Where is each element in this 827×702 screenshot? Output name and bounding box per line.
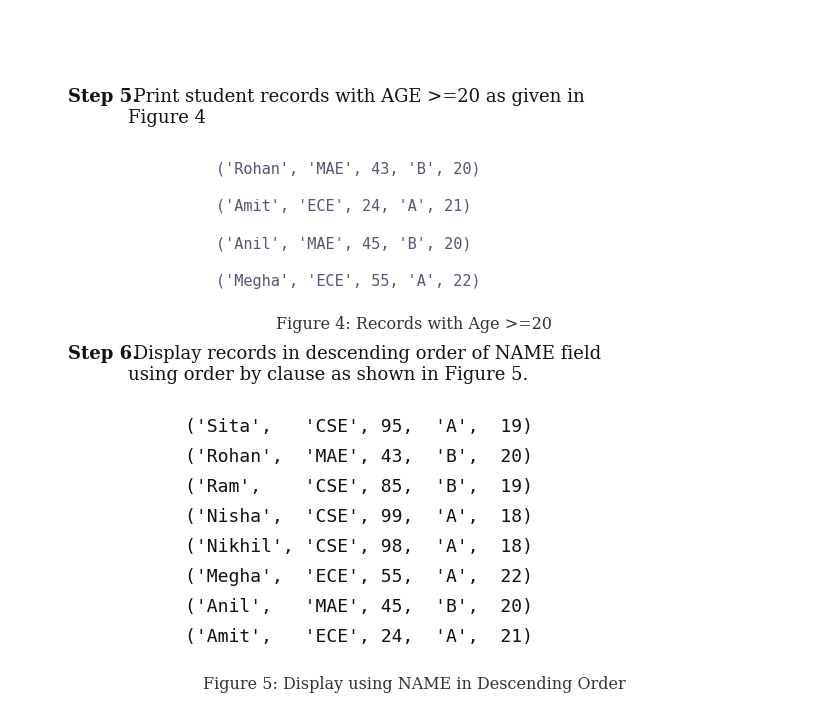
Text: Figure 4: Records with Age >=20: Figure 4: Records with Age >=20 — [275, 316, 552, 333]
Text: ('Nisha',  'CSE', 99,  'A',  18): ('Nisha', 'CSE', 99, 'A', 18) — [184, 508, 533, 526]
Text: Print student records with AGE >=20 as given in
Figure 4: Print student records with AGE >=20 as g… — [128, 88, 584, 127]
Text: ('Rohan', 'MAE', 43, 'B', 20): ('Rohan', 'MAE', 43, 'B', 20) — [216, 161, 480, 176]
Text: Step 6.: Step 6. — [68, 345, 138, 363]
Text: ('Anil', 'MAE', 45, 'B', 20): ('Anil', 'MAE', 45, 'B', 20) — [216, 237, 471, 251]
Text: Display records in descending order of NAME field
using order by clause as shown: Display records in descending order of N… — [128, 345, 600, 384]
Text: ('Megha', 'ECE', 55, 'A', 22): ('Megha', 'ECE', 55, 'A', 22) — [216, 274, 480, 289]
Text: ('Nikhil', 'CSE', 98,  'A',  18): ('Nikhil', 'CSE', 98, 'A', 18) — [184, 538, 533, 556]
Text: ('Rohan',  'MAE', 43,  'B',  20): ('Rohan', 'MAE', 43, 'B', 20) — [184, 448, 533, 466]
Text: ('Amit', 'ECE', 24, 'A', 21): ('Amit', 'ECE', 24, 'A', 21) — [216, 199, 471, 213]
Text: ('Amit',   'ECE', 24,  'A',  21): ('Amit', 'ECE', 24, 'A', 21) — [184, 628, 533, 646]
Text: Step 5.: Step 5. — [68, 88, 138, 106]
Text: ('Ram',    'CSE', 85,  'B',  19): ('Ram', 'CSE', 85, 'B', 19) — [184, 478, 533, 496]
Text: ('Megha',  'ECE', 55,  'A',  22): ('Megha', 'ECE', 55, 'A', 22) — [184, 568, 533, 586]
Text: ('Anil',   'MAE', 45,  'B',  20): ('Anil', 'MAE', 45, 'B', 20) — [184, 598, 533, 616]
Text: ('Sita',   'CSE', 95,  'A',  19): ('Sita', 'CSE', 95, 'A', 19) — [184, 418, 533, 436]
Text: Figure 5: Display using NAME in Descending Order: Figure 5: Display using NAME in Descendi… — [203, 676, 624, 693]
